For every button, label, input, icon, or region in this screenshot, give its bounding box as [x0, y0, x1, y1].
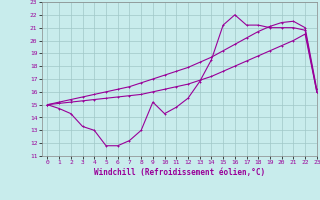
- X-axis label: Windchill (Refroidissement éolien,°C): Windchill (Refroidissement éolien,°C): [94, 168, 265, 177]
